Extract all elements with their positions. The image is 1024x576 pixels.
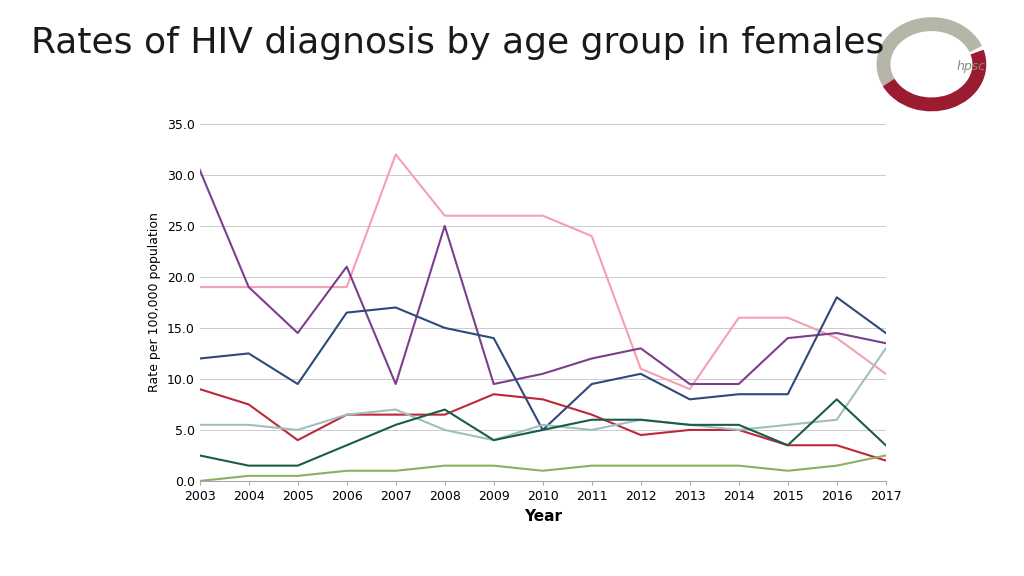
Text: hpsc: hpsc bbox=[956, 60, 986, 73]
X-axis label: Year: Year bbox=[523, 509, 562, 524]
Text: Rates of HIV diagnosis by age group in females: Rates of HIV diagnosis by age group in f… bbox=[31, 26, 884, 60]
Text: 9: 9 bbox=[989, 551, 999, 570]
Y-axis label: Rate per 100,000 population: Rate per 100,000 population bbox=[148, 213, 162, 392]
